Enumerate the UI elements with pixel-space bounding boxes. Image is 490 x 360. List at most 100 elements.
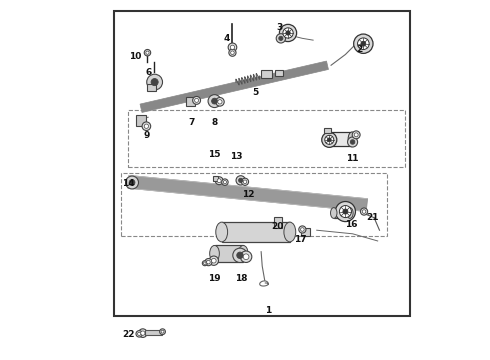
Circle shape (362, 210, 366, 213)
Circle shape (142, 122, 151, 131)
Circle shape (276, 34, 286, 43)
Circle shape (138, 332, 141, 336)
Circle shape (144, 124, 148, 129)
Circle shape (203, 262, 206, 265)
Text: 12: 12 (243, 190, 255, 199)
Circle shape (146, 51, 149, 54)
Circle shape (144, 49, 151, 56)
Circle shape (125, 176, 139, 189)
Circle shape (361, 208, 368, 215)
Text: 4: 4 (224, 34, 230, 43)
Circle shape (279, 36, 283, 40)
Bar (324, 128, 331, 133)
Text: 17: 17 (294, 235, 307, 244)
Bar (147, 84, 155, 91)
Circle shape (195, 98, 198, 102)
Circle shape (129, 180, 135, 185)
Bar (334, 208, 350, 219)
Ellipse shape (284, 222, 296, 242)
Text: 11: 11 (346, 154, 359, 163)
Bar (328, 132, 352, 145)
Circle shape (300, 228, 304, 231)
Bar (274, 217, 282, 228)
Ellipse shape (324, 132, 332, 145)
Circle shape (236, 176, 245, 185)
Text: 2: 2 (357, 45, 363, 54)
Circle shape (205, 258, 212, 266)
Ellipse shape (331, 208, 337, 219)
Circle shape (147, 74, 163, 90)
Text: 3: 3 (276, 23, 282, 32)
Circle shape (215, 177, 223, 185)
Bar (213, 176, 219, 181)
Text: 19: 19 (208, 274, 221, 283)
Circle shape (243, 180, 247, 184)
Circle shape (325, 135, 334, 144)
Circle shape (352, 131, 360, 139)
Polygon shape (128, 175, 368, 212)
Circle shape (327, 138, 331, 142)
Circle shape (139, 329, 147, 337)
Circle shape (228, 43, 237, 51)
Circle shape (216, 98, 224, 106)
Circle shape (361, 41, 366, 46)
Text: 16: 16 (344, 220, 357, 229)
Text: 22: 22 (122, 330, 135, 339)
Circle shape (286, 31, 290, 35)
Circle shape (242, 178, 248, 185)
Text: 5: 5 (253, 87, 259, 96)
Polygon shape (140, 61, 328, 112)
Text: 8: 8 (211, 118, 218, 127)
Circle shape (141, 331, 145, 335)
Circle shape (350, 140, 355, 144)
Ellipse shape (238, 246, 248, 262)
Circle shape (231, 51, 234, 54)
Circle shape (202, 261, 207, 266)
Circle shape (335, 202, 355, 222)
Circle shape (212, 258, 216, 263)
Circle shape (340, 206, 351, 217)
Text: 9: 9 (143, 131, 149, 140)
Circle shape (240, 251, 252, 262)
Bar (215, 246, 243, 262)
Circle shape (299, 226, 306, 233)
Text: 15: 15 (208, 150, 221, 159)
Circle shape (209, 256, 219, 265)
Text: 18: 18 (235, 274, 247, 283)
Circle shape (208, 95, 221, 108)
Circle shape (354, 34, 373, 53)
Text: 13: 13 (230, 152, 242, 161)
Circle shape (233, 248, 247, 262)
Ellipse shape (210, 246, 220, 262)
Circle shape (221, 179, 228, 185)
Text: 1: 1 (265, 306, 271, 315)
Ellipse shape (348, 132, 356, 145)
Text: 14: 14 (122, 179, 135, 188)
Circle shape (229, 49, 236, 56)
Circle shape (283, 28, 293, 38)
Text: 6: 6 (145, 68, 151, 77)
Circle shape (160, 329, 166, 334)
Bar (114, 12, 410, 316)
Circle shape (237, 252, 243, 258)
Text: 7: 7 (188, 118, 195, 127)
Circle shape (239, 178, 243, 183)
Ellipse shape (346, 208, 353, 219)
Circle shape (161, 330, 164, 333)
Circle shape (230, 45, 235, 49)
Text: 21: 21 (366, 213, 379, 222)
Circle shape (223, 180, 226, 184)
Bar (221, 222, 290, 242)
Circle shape (322, 132, 337, 147)
Circle shape (136, 330, 143, 337)
Text: 10: 10 (129, 52, 142, 61)
Circle shape (212, 98, 218, 104)
Bar (261, 70, 272, 78)
Circle shape (354, 133, 358, 137)
Bar (186, 96, 195, 105)
Circle shape (193, 96, 200, 104)
Bar (136, 116, 146, 126)
Circle shape (279, 24, 296, 41)
Circle shape (218, 100, 222, 104)
Ellipse shape (216, 222, 228, 242)
